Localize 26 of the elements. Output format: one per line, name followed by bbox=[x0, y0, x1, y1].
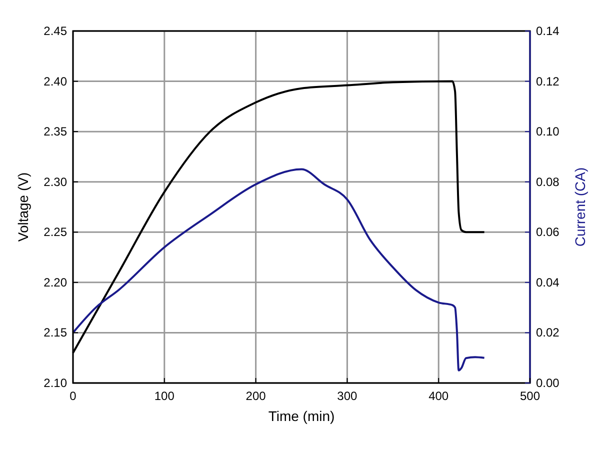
y-tick-label: 2.10 bbox=[44, 376, 68, 390]
y2-tick-label: 0.10 bbox=[536, 124, 560, 139]
x-tick-label: 0 bbox=[70, 389, 77, 403]
y2-tick-label: 0.12 bbox=[536, 74, 560, 88]
y2-tick-label: 0.14 bbox=[536, 24, 560, 38]
y-tick-label: 2.25 bbox=[44, 225, 68, 240]
x-tick-label: 300 bbox=[337, 389, 358, 403]
y2-axis-title: Current (CA) bbox=[572, 167, 588, 247]
x-tick-label: 200 bbox=[246, 389, 266, 403]
y-tick-label: 2.45 bbox=[44, 24, 68, 38]
y2-tick-label: 0.02 bbox=[536, 326, 560, 340]
x-tick-label: 400 bbox=[428, 389, 449, 403]
x-tick-label: 500 bbox=[520, 389, 540, 403]
y2-tick-label: 0.00 bbox=[536, 376, 560, 390]
y-tick-label: 2.30 bbox=[44, 174, 68, 189]
x-axis-title: Time (min) bbox=[268, 408, 335, 424]
y-axis-title: Voltage (V) bbox=[15, 172, 31, 242]
y2-tick-label: 0.06 bbox=[536, 225, 560, 240]
x-tick-label: 100 bbox=[154, 389, 175, 403]
y-tick-label: 2.35 bbox=[44, 124, 68, 139]
y-tick-label: 2.15 bbox=[44, 326, 68, 340]
line-series bbox=[72, 168, 486, 372]
y2-tick-label: 0.04 bbox=[536, 275, 560, 290]
y2-tick-label: 0.08 bbox=[536, 174, 560, 189]
y-tick-label: 2.40 bbox=[44, 74, 68, 88]
y-tick-label: 2.20 bbox=[44, 275, 68, 290]
